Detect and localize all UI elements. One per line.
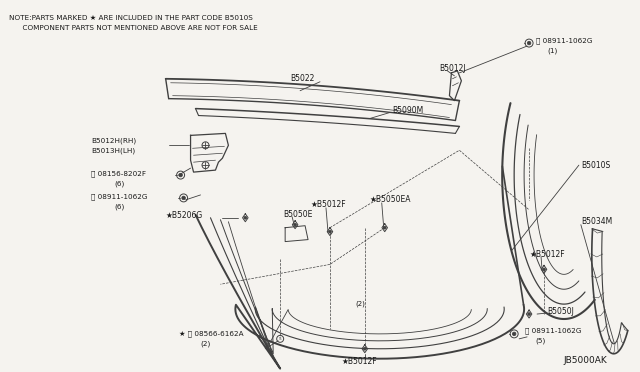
Circle shape xyxy=(527,41,531,45)
Text: ★B5012F: ★B5012F xyxy=(310,201,346,209)
Text: NOTE:PARTS MARKED ★ ARE INCLUDED IN THE PART CODE B5010S: NOTE:PARTS MARKED ★ ARE INCLUDED IN THE … xyxy=(10,15,253,21)
Circle shape xyxy=(528,312,531,315)
Text: (2): (2) xyxy=(355,301,365,307)
Circle shape xyxy=(182,196,186,200)
Text: Ⓝ 08911-1062G: Ⓝ 08911-1062G xyxy=(536,38,593,44)
Text: ★B5206G: ★B5206G xyxy=(166,211,203,220)
Text: B5012J: B5012J xyxy=(440,64,466,73)
Text: B5050E: B5050E xyxy=(283,210,312,219)
Text: B5034M: B5034M xyxy=(581,217,612,226)
Circle shape xyxy=(513,332,516,336)
Text: B5050J: B5050J xyxy=(547,307,574,315)
Text: B5010S: B5010S xyxy=(581,161,610,170)
Text: (6): (6) xyxy=(114,203,124,210)
Text: B5090M: B5090M xyxy=(393,106,424,115)
Text: JB5000AK: JB5000AK xyxy=(564,356,608,365)
Text: B5022: B5022 xyxy=(290,74,314,83)
Text: ★B5012F: ★B5012F xyxy=(529,250,564,259)
Circle shape xyxy=(328,230,332,233)
Circle shape xyxy=(364,347,366,350)
Text: S: S xyxy=(279,337,282,341)
Circle shape xyxy=(543,268,545,271)
Text: ★B5050EA: ★B5050EA xyxy=(370,195,412,204)
Text: (6): (6) xyxy=(114,181,124,187)
Text: ★B5012F: ★B5012F xyxy=(342,357,378,366)
Text: Ⓝ 08911-1062G: Ⓝ 08911-1062G xyxy=(91,193,147,200)
Text: (5): (5) xyxy=(535,337,545,344)
Circle shape xyxy=(244,217,246,219)
Text: Ⓝ 08156-8202F: Ⓝ 08156-8202F xyxy=(91,171,146,177)
Circle shape xyxy=(383,226,386,229)
Text: B5013H(LH): B5013H(LH) xyxy=(91,147,135,154)
Text: B5012H(RH): B5012H(RH) xyxy=(91,137,136,144)
Text: COMPONENT PARTS NOT MENTIONED ABOVE ARE NOT FOR SALE: COMPONENT PARTS NOT MENTIONED ABOVE ARE … xyxy=(10,25,258,31)
Circle shape xyxy=(294,223,296,226)
Text: (1): (1) xyxy=(547,48,557,54)
Text: (2): (2) xyxy=(200,340,211,347)
Text: Ⓝ 08911-1062G: Ⓝ 08911-1062G xyxy=(525,328,582,334)
Text: ★ Ⓝ 08566-6162A: ★ Ⓝ 08566-6162A xyxy=(179,331,243,337)
Circle shape xyxy=(179,173,182,177)
